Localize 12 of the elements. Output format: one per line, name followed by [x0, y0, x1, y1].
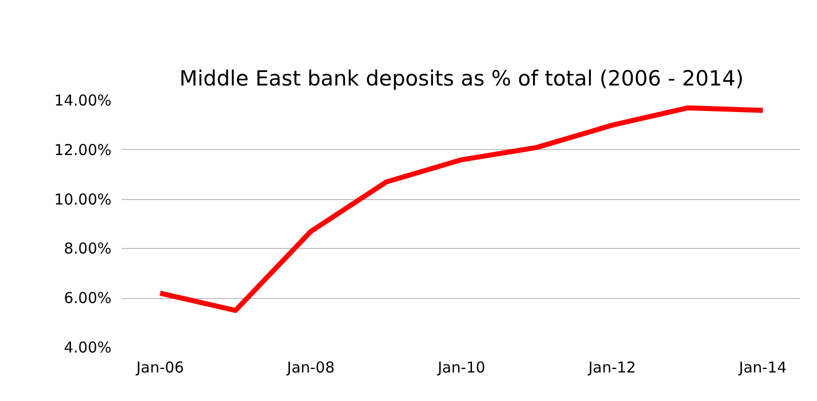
y-tick-label: 10.00% — [54, 190, 112, 208]
x-tick-label: Jan-06 — [135, 358, 184, 376]
chart-title: Middle East bank deposits as % of total (2006 - 2014) — [179, 66, 744, 90]
y-tick-label: 14.00% — [54, 92, 112, 110]
y-tick-label: 12.00% — [54, 140, 112, 159]
y-tick-label: 4.00% — [64, 338, 112, 356]
x-tick-label: Jan-14 — [738, 358, 787, 376]
x-tick-label: Jan-08 — [286, 358, 335, 376]
x-tick-label: Jan-10 — [436, 358, 486, 376]
y-tick-label: 8.00% — [64, 240, 112, 258]
y-tick-label: 6.00% — [64, 289, 112, 308]
x-tick-label: Jan-12 — [587, 358, 636, 376]
